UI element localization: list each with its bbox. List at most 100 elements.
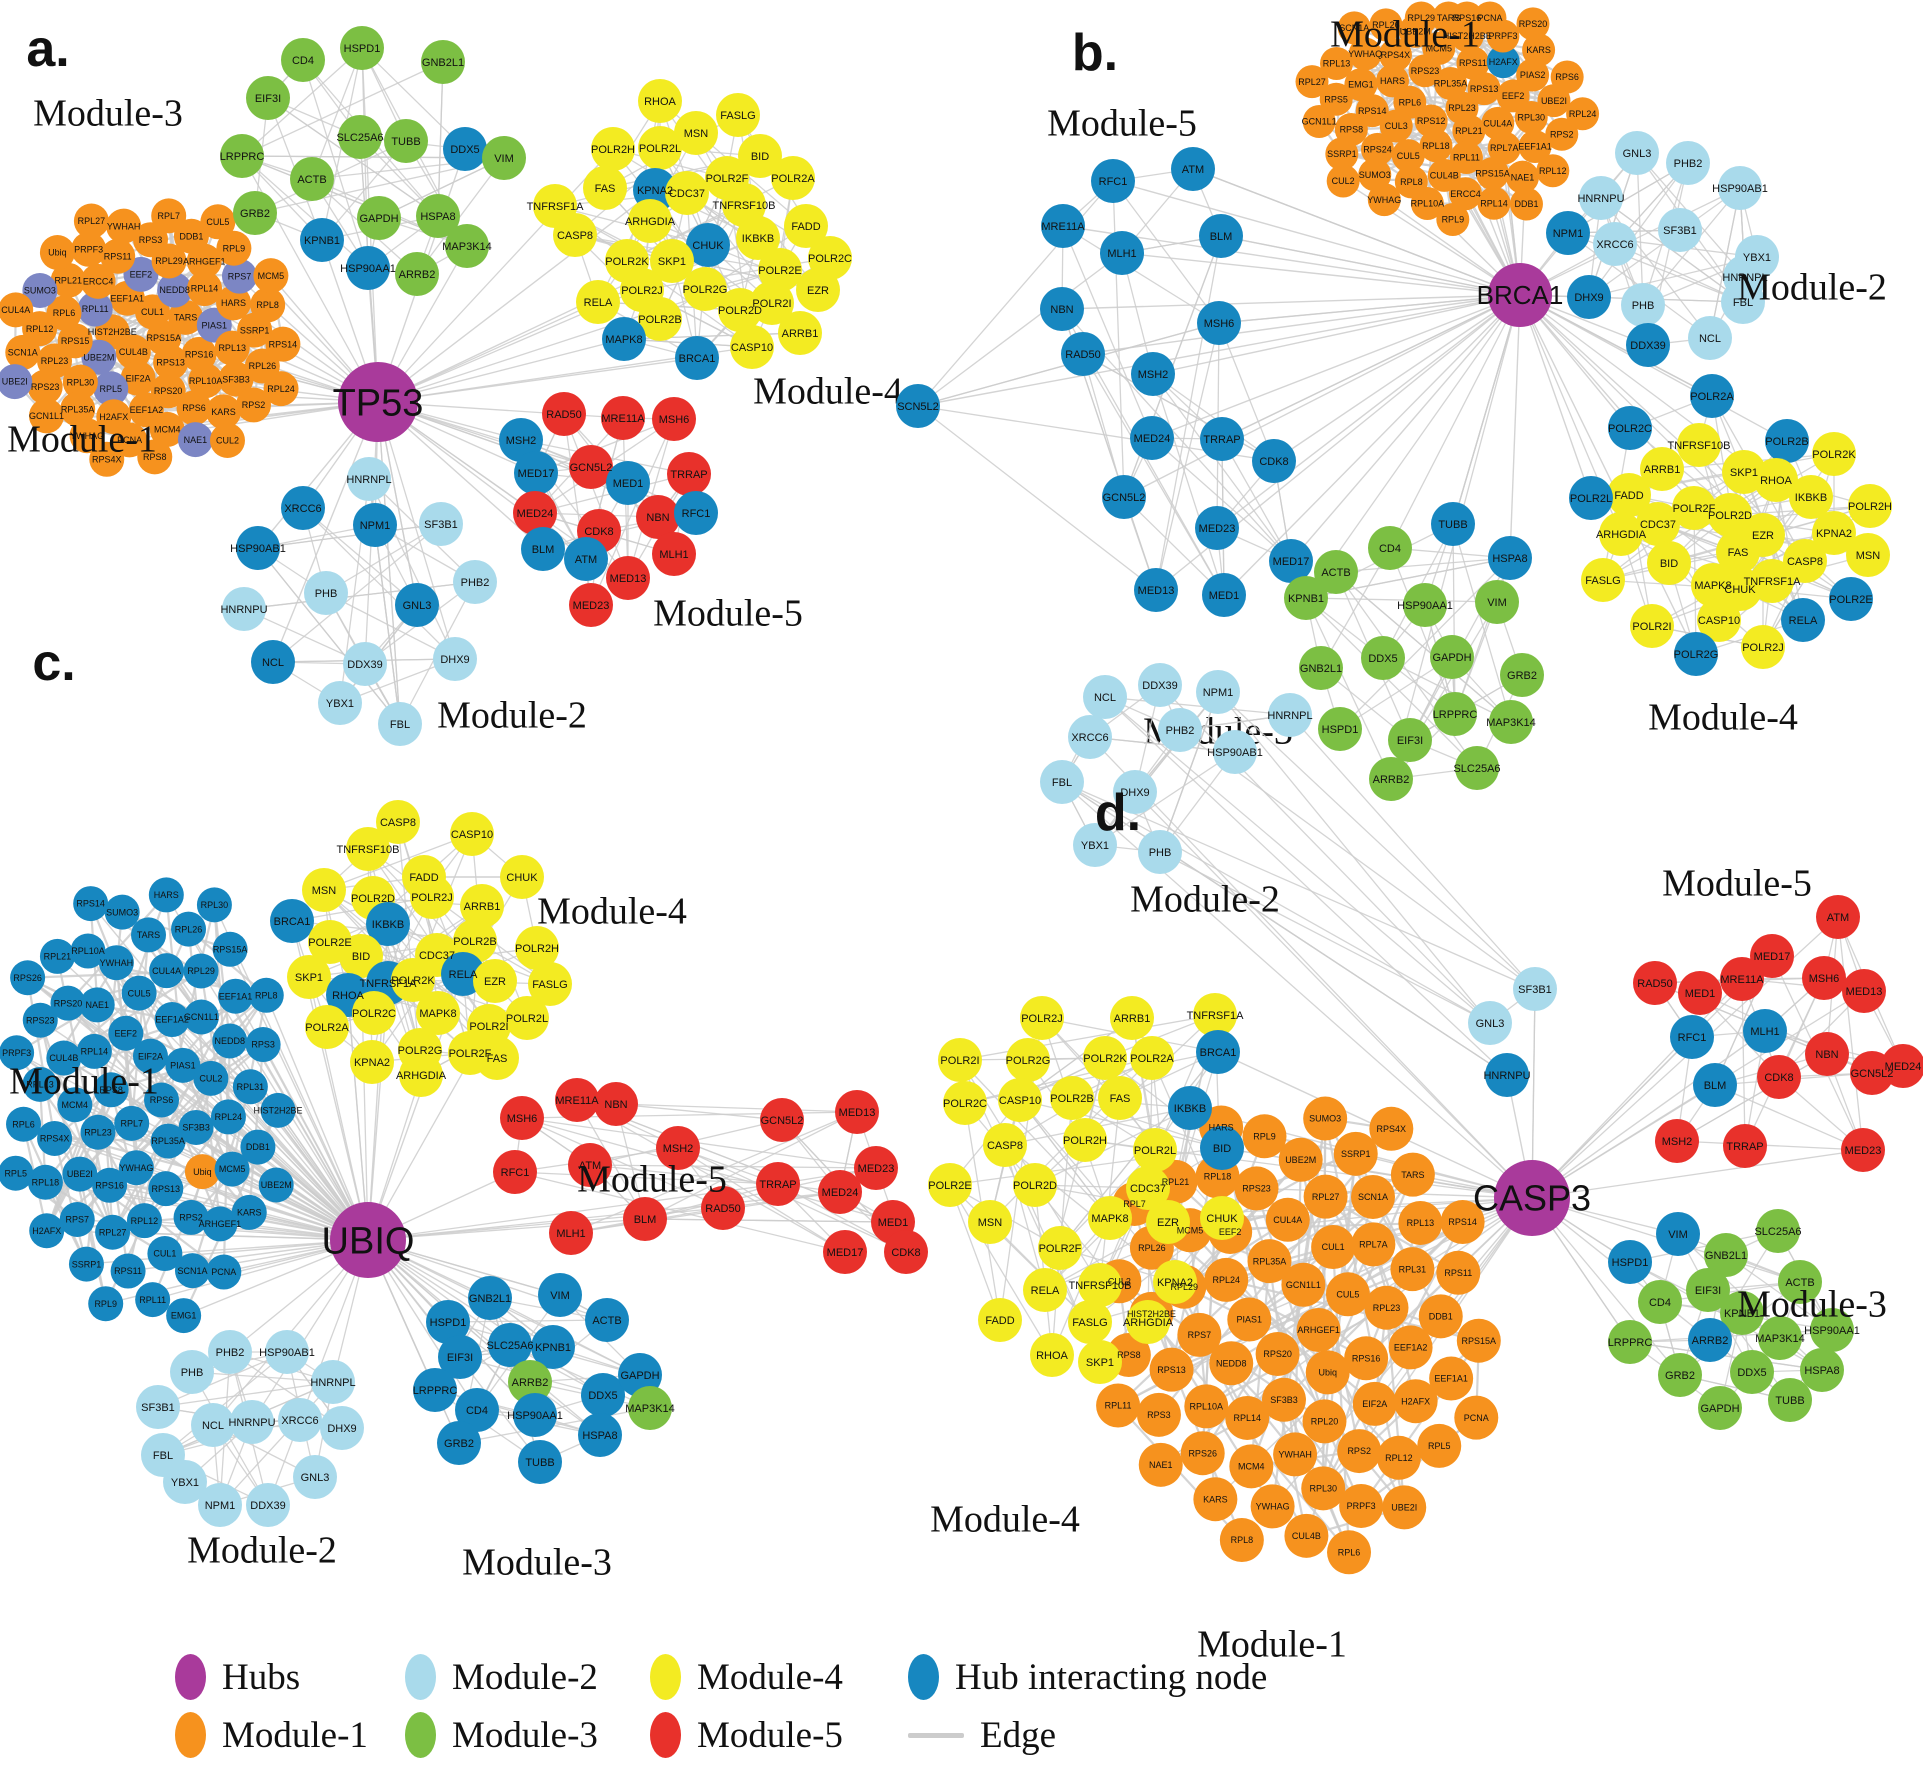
node-RPL24 — [1566, 97, 1600, 131]
label: POLR2L — [506, 1013, 548, 1025]
node-MED17 — [514, 451, 558, 495]
label: ARHGEF1 — [199, 1219, 242, 1229]
edge — [377, 237, 759, 403]
node-POLR2L — [1569, 476, 1613, 520]
label: MSH2 — [1662, 1136, 1693, 1148]
node-DDB1 — [240, 1129, 276, 1165]
label: SSRP1 — [1341, 1149, 1371, 1159]
label: GNL3 — [403, 600, 432, 612]
label: PHB2 — [1166, 725, 1195, 737]
label: LRPPRC — [1608, 1337, 1653, 1349]
edge — [1159, 691, 1219, 853]
label: RPL11 — [1453, 153, 1480, 163]
node-RAD50 — [1061, 332, 1105, 376]
label: POLR2A — [1690, 391, 1734, 403]
node-HSP90AA1 — [1810, 1308, 1854, 1352]
node-NBN — [1805, 1032, 1849, 1076]
node-MCM5 — [214, 1151, 250, 1187]
label: RPS7 — [228, 271, 252, 281]
node-RELA — [1023, 1268, 1067, 1312]
label: UBE2I — [1391, 1503, 1417, 1513]
label: MED1 — [878, 1217, 909, 1229]
node-TUBB — [384, 119, 428, 163]
edge — [1335, 571, 1512, 723]
node-NPM1 — [353, 503, 397, 547]
label: CUL5 — [128, 988, 151, 998]
label: HSP90AA1 — [507, 1410, 563, 1422]
label: RPS7 — [65, 1215, 89, 1225]
edge — [1531, 1030, 1766, 1199]
label: MAP3K14 — [442, 241, 492, 253]
label: POLR2J — [411, 892, 453, 904]
label: RPS13 — [1470, 84, 1499, 94]
node-YWHAG — [1250, 1484, 1295, 1529]
node-MAP3K14 — [1489, 700, 1533, 744]
label: IKBKB — [742, 233, 774, 245]
label: POLR2D — [351, 893, 395, 905]
edge — [1714, 1084, 1864, 1151]
edge — [447, 1319, 608, 1323]
label: RPS8 — [99, 1085, 123, 1095]
label: CUL1 — [153, 1249, 176, 1259]
label: FAS — [595, 183, 616, 195]
node-RPL8 — [1219, 1518, 1264, 1563]
label: MSN — [312, 885, 337, 897]
edge — [1004, 1144, 1046, 1291]
node-SSRP1 — [1333, 1131, 1378, 1176]
node-DDB1 — [1509, 187, 1543, 221]
legend-item-module-2: Module-2 — [405, 1654, 650, 1700]
node-POLR2J — [410, 875, 454, 919]
node-RPL12 — [1376, 1435, 1421, 1480]
node-SCN1A — [1350, 1174, 1395, 1219]
node-POLR2H — [591, 127, 635, 171]
edge — [325, 592, 456, 660]
label: MED23 — [1845, 1145, 1882, 1157]
node-RPL6 — [1327, 1530, 1372, 1575]
label: SLC25A6 — [1754, 1226, 1801, 1238]
node-XRCC6 — [1593, 222, 1637, 266]
label: HNRNPU — [1483, 1070, 1530, 1082]
label: YWHAG — [119, 1163, 153, 1173]
label: MED17 — [827, 1247, 864, 1259]
node-RPL8 — [248, 977, 284, 1013]
node-VIM — [1475, 580, 1519, 624]
node-UBE2I — [1382, 1485, 1427, 1530]
label: RPL8 — [255, 990, 278, 1000]
label: YWHAH — [107, 221, 141, 231]
label: RPL5 — [4, 1168, 27, 1178]
label: CASP10 — [999, 1095, 1041, 1107]
label: MLH1 — [1750, 1026, 1779, 1038]
label: FBL — [153, 1450, 173, 1462]
node-HNRNPU — [1579, 176, 1623, 220]
node-MED23 — [1841, 1128, 1885, 1172]
label: SCN5L2 — [897, 401, 939, 413]
node-MSH2 — [656, 1126, 700, 1170]
edge — [16, 1052, 369, 1241]
node-EMG1 — [166, 1298, 202, 1334]
label: RPS23 — [1242, 1184, 1271, 1194]
label: RFC1 — [682, 508, 711, 520]
label: BRCA1 — [1200, 1047, 1237, 1059]
label: RPL23 — [84, 1127, 112, 1137]
node-DDX39 — [343, 642, 387, 686]
node-MLH1 — [652, 532, 696, 576]
edge — [1152, 373, 1292, 562]
node-RPL13 — [1320, 46, 1354, 80]
node-FAS — [475, 1036, 519, 1080]
label: SSRP1 — [1327, 149, 1357, 159]
node-SSRP1 — [68, 1246, 104, 1282]
node-DDX5 — [443, 127, 487, 171]
node-RPS14 — [1440, 1200, 1485, 1245]
node-BRCA1 — [675, 336, 719, 380]
node-MSH2 — [1655, 1119, 1699, 1163]
node-POLR2C — [943, 1081, 987, 1125]
label: POLR2I — [940, 1055, 979, 1067]
label: RPS4X — [1381, 50, 1411, 60]
edge — [917, 405, 1157, 591]
label: RPS4X — [1377, 1124, 1407, 1134]
node-POLR2E — [758, 248, 802, 292]
node-POLR2G — [1006, 1038, 1050, 1082]
node-RPL35A — [150, 1123, 186, 1159]
label: RHOA — [1760, 475, 1792, 487]
label: MSH6 — [659, 414, 690, 426]
